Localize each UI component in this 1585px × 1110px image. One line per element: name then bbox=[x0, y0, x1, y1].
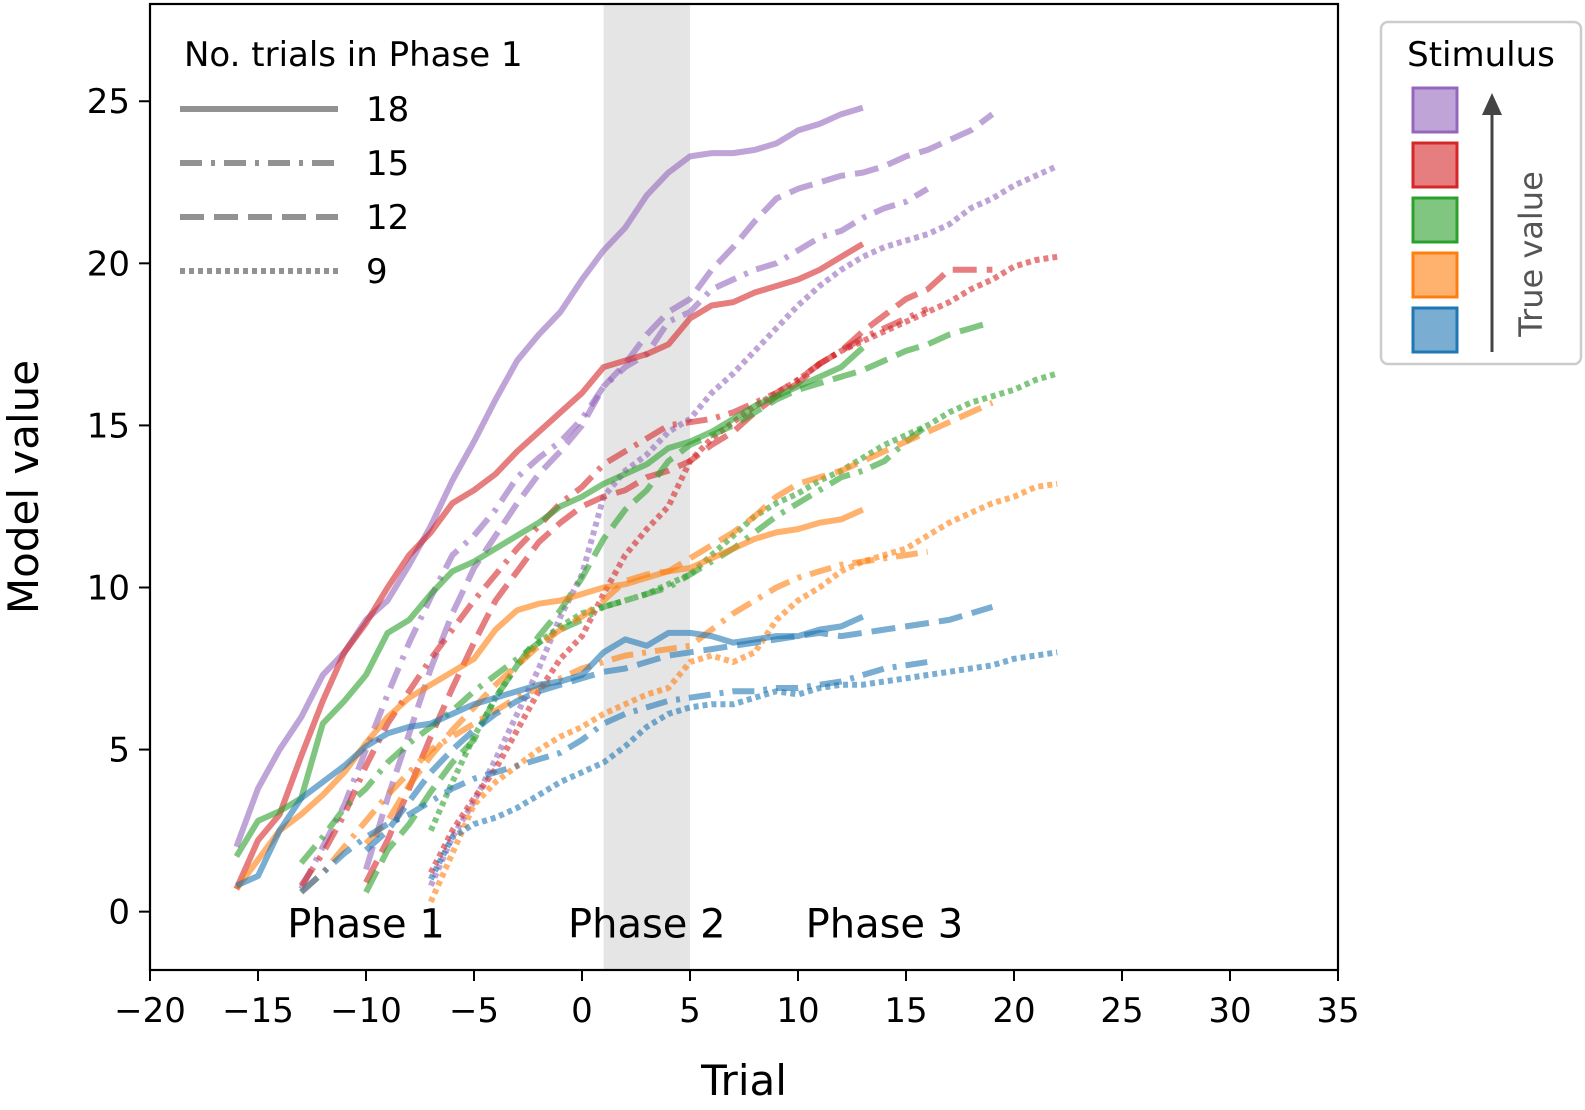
x-tick-label: 35 bbox=[1316, 991, 1359, 1031]
x-tick-label: 25 bbox=[1100, 991, 1143, 1031]
x-tick-label: 20 bbox=[992, 991, 1035, 1031]
series-line-20 bbox=[428, 649, 1058, 881]
series-line-16 bbox=[428, 480, 1058, 904]
series-line-19 bbox=[363, 604, 994, 853]
y-tick-label: 20 bbox=[87, 244, 130, 284]
stimulus-swatch-1 bbox=[1411, 86, 1459, 134]
series-line-12 bbox=[428, 370, 1059, 832]
series-line-7 bbox=[363, 266, 993, 884]
series-line-18 bbox=[299, 659, 929, 895]
stimulus-swatch-4 bbox=[1411, 251, 1459, 299]
series-line-14 bbox=[299, 548, 929, 895]
color-legend-title: Stimulus bbox=[1407, 35, 1555, 75]
style-legend-label: 12 bbox=[366, 198, 409, 238]
y-tick-label: 10 bbox=[87, 568, 130, 608]
stimulus-swatch-2 bbox=[1411, 141, 1459, 189]
x-tick-label: 5 bbox=[679, 991, 701, 1031]
series-line-13 bbox=[233, 506, 865, 891]
series-line-15 bbox=[363, 399, 994, 846]
phase-label-3: Phase 3 bbox=[806, 902, 964, 948]
style-legend-title: No. trials in Phase 1 bbox=[184, 35, 523, 75]
line-style-legend: No. trials in Phase 1 18 15 12 9 bbox=[180, 35, 523, 292]
true-value-label: True value bbox=[1512, 171, 1550, 338]
series-line-9 bbox=[233, 345, 865, 859]
x-tick-label: 10 bbox=[776, 991, 819, 1031]
x-tick-label: 15 bbox=[884, 991, 927, 1031]
true-value-arrow-icon bbox=[1482, 93, 1502, 115]
y-tick-label: 5 bbox=[108, 731, 130, 771]
series-line-11 bbox=[363, 318, 994, 894]
x-tick-label: 30 bbox=[1208, 991, 1251, 1031]
x-tick-label: −20 bbox=[114, 991, 186, 1031]
plot-frame bbox=[148, 2, 1340, 972]
stimulus-swatch-3 bbox=[1411, 196, 1459, 244]
y-tick-label: 15 bbox=[87, 406, 130, 446]
x-tick-label: −10 bbox=[330, 991, 402, 1031]
y-axis-ticks: 0 5 10 15 20 25 bbox=[87, 82, 150, 933]
x-tick-label: −15 bbox=[222, 991, 294, 1031]
stimulus-color-legend: Stimulus True value bbox=[1379, 20, 1583, 366]
x-axis-ticks: −20 −15 −10 −5 0 5 10 15 20 25 30 35 bbox=[114, 970, 1360, 1031]
y-tick-label: 0 bbox=[108, 893, 130, 933]
phase-label-1: Phase 1 bbox=[287, 902, 445, 948]
phase-annotations: Phase 1 Phase 2 Phase 3 bbox=[287, 902, 963, 948]
series-line-17 bbox=[235, 613, 865, 889]
series-line-4 bbox=[428, 163, 1059, 887]
series-line-2 bbox=[298, 186, 930, 891]
style-legend-label: 18 bbox=[366, 90, 409, 130]
series-lines bbox=[233, 104, 1059, 904]
phase-label-2: Phase 2 bbox=[568, 902, 726, 948]
stimulus-swatch-5 bbox=[1411, 306, 1459, 354]
y-axis-title: Model value bbox=[0, 360, 48, 614]
series-line-5 bbox=[233, 241, 865, 891]
style-legend-label: 15 bbox=[366, 144, 409, 184]
x-axis-title: Trial bbox=[700, 1056, 787, 1105]
x-tick-label: 0 bbox=[571, 991, 593, 1031]
series-line-3 bbox=[363, 111, 995, 871]
series-line-10 bbox=[298, 423, 930, 865]
x-tick-label: −5 bbox=[449, 991, 499, 1031]
y-tick-label: 25 bbox=[87, 82, 130, 122]
style-legend-label: 9 bbox=[366, 252, 388, 292]
